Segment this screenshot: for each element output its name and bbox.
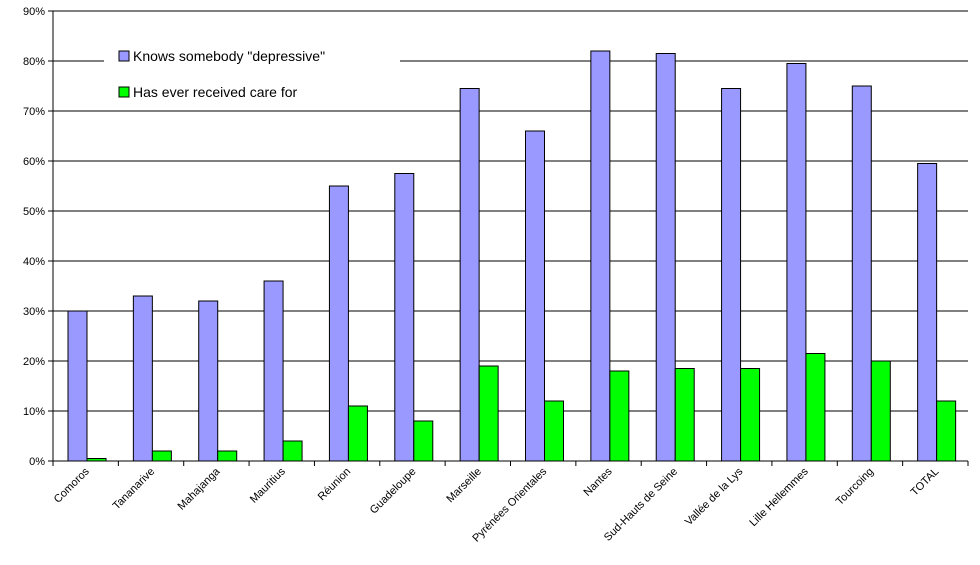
legend-swatch-care (119, 87, 129, 97)
bar-knows-depressive (395, 174, 414, 462)
x-tick-label: Mahajanga (176, 465, 224, 513)
bar-knows-depressive (329, 186, 348, 461)
bar-received-care (218, 451, 237, 461)
x-tick-label: Mauritius (248, 465, 288, 505)
bar-received-care (871, 361, 890, 461)
bar-received-care (806, 354, 825, 462)
y-tick-label: 70% (23, 106, 45, 118)
bar-knows-depressive (199, 301, 218, 461)
bar-received-care (479, 366, 498, 461)
y-tick-label: 10% (23, 406, 45, 418)
legend-label-knows: Knows somebody "depressive" (133, 48, 325, 64)
bar-received-care (610, 371, 629, 461)
y-tick-label: 80% (23, 56, 45, 68)
bar-knows-depressive (852, 86, 871, 461)
bar-received-care (348, 406, 367, 461)
bar-knows-depressive (68, 311, 87, 461)
bar-knows-depressive (460, 89, 479, 462)
x-tick-label: Pyrénées Orientales (470, 465, 549, 544)
legend: Knows somebody "depressive" Has ever rec… (104, 44, 400, 110)
y-tick-labels: 0% 10% 20% 30% 40% 50% 60% 70% 80% 90% (23, 6, 45, 468)
x-tick-label: Tananarive (111, 466, 158, 513)
bar-received-care (741, 369, 760, 462)
y-tick-label: 40% (23, 256, 45, 268)
bar-knows-depressive (526, 131, 545, 461)
bar-received-care (152, 451, 171, 461)
bar-knows-depressive (918, 164, 937, 462)
x-tick-label: Sud-Hauts de Seine (602, 466, 680, 544)
bar-knows-depressive (133, 296, 152, 461)
y-tick-label: 50% (23, 206, 45, 218)
legend-swatch-knows (119, 51, 129, 61)
x-tick-label: Guadeloupe (368, 466, 419, 517)
bar-received-care (283, 441, 302, 461)
bar-knows-depressive (591, 51, 610, 461)
x-tick-label: TOTAL (909, 466, 942, 499)
bar-received-care (414, 421, 433, 461)
x-tick-label: Réunion (316, 466, 353, 503)
x-tick-label: Marseille (444, 466, 484, 506)
x-tick-label: Comoros (52, 465, 92, 505)
x-tick-label: Nantes (582, 465, 615, 498)
y-tick-label: 90% (23, 6, 45, 18)
bar-knows-depressive (656, 54, 675, 462)
x-tick-label: Tourcoing (834, 466, 876, 508)
bars (68, 51, 956, 461)
bar-received-care (675, 369, 694, 462)
bar-knows-depressive (264, 281, 283, 461)
bar-received-care (545, 401, 564, 461)
y-tick-label: 60% (23, 156, 45, 168)
y-tick-label: 20% (23, 356, 45, 368)
x-tick-labels: Comoros Tananarive Mahajanga Mauritius Réuni… (52, 465, 942, 545)
bar-knows-depressive (722, 89, 741, 462)
y-tick-label: 0% (29, 456, 45, 468)
bar-received-care (937, 401, 956, 461)
legend-label-care: Has ever received care for (133, 84, 298, 100)
y-tick-label: 30% (23, 306, 45, 318)
bar-knows-depressive (787, 64, 806, 462)
x-tick-label: Vallée de la Lys (683, 465, 746, 528)
x-tick-label: Lille Hellemmes (747, 465, 811, 529)
